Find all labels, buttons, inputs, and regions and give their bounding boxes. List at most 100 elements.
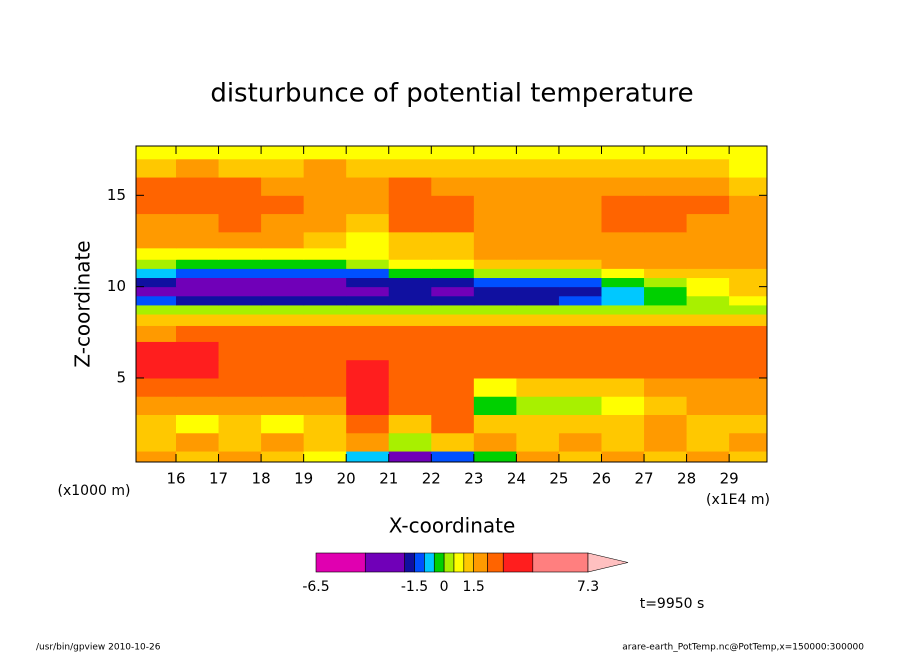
field-cell: [136, 451, 177, 462]
field-cell: [516, 325, 560, 342]
field-cell: [431, 304, 475, 315]
field-cell: [218, 268, 262, 279]
field-cell: [516, 377, 560, 397]
x-tick-label: 22: [422, 470, 441, 488]
colorbar-band: [473, 552, 488, 573]
field-cell: [388, 247, 432, 260]
x-tick-label: 16: [166, 470, 185, 488]
field-cell: [431, 247, 475, 260]
x-tick-label: 17: [209, 470, 228, 488]
y-tick-label: 5: [116, 368, 126, 386]
field-cell: [431, 396, 475, 416]
field-cell: [175, 325, 220, 342]
field-cell: [175, 146, 220, 160]
colorbar-tick-label: 1.5: [463, 579, 485, 595]
colorbar-tick-label: -1.5: [401, 579, 428, 595]
field-cell: [218, 359, 262, 379]
field-cell: [346, 451, 390, 462]
field-cell: [473, 304, 517, 315]
field-cell: [218, 341, 262, 361]
field-cell: [388, 304, 432, 315]
footer-right: arare-earth_PotTemp.nc@PotTemp,x=150000:…: [622, 643, 864, 653]
field-cell: [601, 451, 645, 462]
field-cell: [644, 377, 688, 397]
field-cell: [175, 213, 220, 233]
field-cell: [346, 268, 390, 279]
field-cell: [729, 304, 767, 315]
x-tick-label: 18: [252, 470, 271, 488]
field-cell: [473, 231, 517, 249]
field-cell: [686, 259, 730, 269]
field-cell: [388, 451, 432, 462]
field-cell: [558, 268, 602, 279]
field-cell: [218, 146, 262, 160]
field-cell: [644, 213, 688, 233]
field-cell: [473, 213, 517, 233]
field-cell: [261, 304, 305, 315]
field-cell: [686, 304, 730, 315]
field-cell: [516, 286, 560, 297]
field-cell: [261, 231, 305, 249]
x-tick-label: 20: [337, 470, 356, 488]
field-cell: [516, 432, 560, 452]
field-cell: [218, 432, 262, 452]
field-cell: [686, 177, 730, 196]
field-cell: [558, 277, 602, 288]
field-cell: [473, 158, 517, 178]
field-cell: [261, 247, 305, 260]
field-cell: [388, 341, 432, 361]
field-cell: [729, 295, 767, 306]
field-cell: [558, 231, 602, 249]
field-cell: [729, 231, 767, 249]
colorbar-band: [487, 552, 504, 573]
field-cell: [261, 213, 305, 233]
field-cell: [644, 396, 688, 416]
field-cell: [303, 268, 347, 279]
field-cell: [431, 432, 475, 452]
field-cell: [686, 247, 730, 260]
field-cell: [558, 213, 602, 233]
field-cell: [686, 295, 730, 306]
x-axis-label: X-coordinate: [389, 514, 516, 538]
field-cell: [601, 277, 645, 288]
field-cell: [388, 414, 432, 434]
field-cell: [261, 158, 305, 178]
field-cell: [346, 158, 390, 178]
y-axis-label: Z-coordinate: [71, 240, 95, 367]
field-cell: [601, 231, 645, 249]
field-cell: [388, 158, 432, 178]
field-cell: [346, 146, 390, 160]
field-cell: [601, 414, 645, 434]
field-cell: [558, 146, 602, 160]
field-cell: [218, 286, 262, 297]
field-cell: [601, 195, 645, 215]
field-cell: [686, 213, 730, 233]
field-cell: [346, 277, 390, 288]
field-cell: [261, 314, 305, 326]
field-cell: [644, 277, 688, 288]
field-cell: [175, 295, 220, 306]
field-cell: [175, 377, 220, 397]
field-cell: [558, 432, 602, 452]
field-cell: [431, 295, 475, 306]
field-cell: [388, 377, 432, 397]
field-cell: [644, 146, 688, 160]
field-cell: [346, 377, 390, 397]
plot-frame: [135, 145, 768, 463]
field-cell: [644, 359, 688, 379]
field-cell: [218, 304, 262, 315]
colorbar-band: [364, 552, 405, 573]
field-cell: [558, 247, 602, 260]
field-cell: [644, 195, 688, 215]
field-cell: [346, 231, 390, 249]
field-cell: [644, 268, 688, 279]
field-cell: [473, 195, 517, 215]
field-cell: [601, 268, 645, 279]
field-cell: [175, 286, 220, 297]
field-cell: [136, 359, 177, 379]
field-cell: [175, 414, 220, 434]
field-cell: [136, 295, 177, 306]
field-cell: [729, 286, 767, 297]
field-cell: [686, 195, 730, 215]
field-cell: [175, 359, 220, 379]
